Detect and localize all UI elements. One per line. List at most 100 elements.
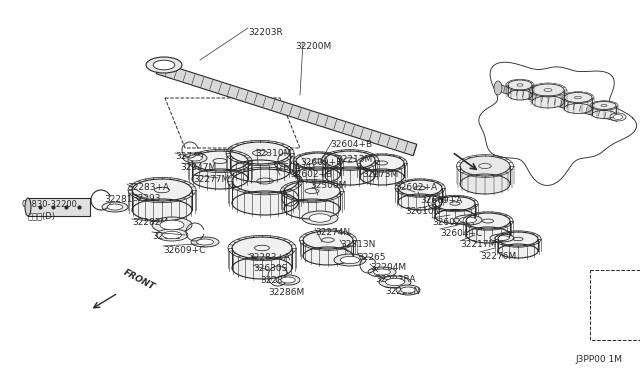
Ellipse shape — [132, 199, 192, 221]
Ellipse shape — [592, 110, 616, 119]
Ellipse shape — [325, 167, 375, 185]
Polygon shape — [303, 240, 353, 256]
Ellipse shape — [435, 209, 475, 224]
Text: 00830-32200: 00830-32200 — [22, 200, 78, 209]
Polygon shape — [192, 161, 248, 179]
Text: 32310M: 32310M — [255, 149, 291, 158]
Ellipse shape — [25, 198, 31, 216]
Polygon shape — [28, 198, 90, 216]
Polygon shape — [230, 153, 290, 171]
Ellipse shape — [498, 232, 538, 246]
Ellipse shape — [284, 199, 340, 219]
Text: 32281: 32281 — [104, 195, 132, 204]
Ellipse shape — [360, 155, 404, 171]
Ellipse shape — [435, 196, 475, 211]
Ellipse shape — [460, 217, 476, 223]
Polygon shape — [156, 62, 417, 156]
Ellipse shape — [374, 269, 390, 275]
Ellipse shape — [192, 151, 248, 171]
Ellipse shape — [508, 90, 532, 100]
Text: J3PP00 1M: J3PP00 1M — [575, 355, 622, 364]
Text: 32609+C: 32609+C — [163, 246, 205, 255]
Ellipse shape — [398, 180, 442, 196]
Ellipse shape — [102, 202, 128, 212]
Text: 32217M: 32217M — [460, 240, 496, 249]
Ellipse shape — [230, 160, 290, 182]
Ellipse shape — [232, 237, 292, 259]
Ellipse shape — [160, 220, 184, 230]
Text: 32204M: 32204M — [370, 263, 406, 272]
Ellipse shape — [163, 231, 182, 238]
Text: 32282M: 32282M — [132, 218, 168, 227]
Ellipse shape — [188, 155, 202, 161]
Text: 32283+A: 32283+A — [127, 183, 169, 192]
Text: 32300M: 32300M — [310, 181, 346, 190]
Polygon shape — [592, 106, 616, 115]
Ellipse shape — [368, 267, 396, 277]
Ellipse shape — [191, 237, 219, 247]
Polygon shape — [466, 221, 510, 235]
Text: 32277M: 32277M — [193, 175, 229, 184]
Polygon shape — [296, 161, 340, 175]
Ellipse shape — [360, 169, 404, 185]
Ellipse shape — [303, 247, 353, 265]
Text: 32293: 32293 — [132, 194, 161, 203]
Text: 32273M: 32273M — [362, 170, 398, 179]
Text: 32604+C: 32604+C — [440, 229, 483, 238]
Ellipse shape — [232, 257, 292, 279]
Polygon shape — [508, 85, 532, 95]
Ellipse shape — [385, 278, 404, 286]
Polygon shape — [435, 203, 475, 217]
Ellipse shape — [230, 142, 290, 164]
Ellipse shape — [152, 217, 192, 233]
Ellipse shape — [401, 287, 415, 293]
Text: 32609+B: 32609+B — [300, 158, 342, 167]
Ellipse shape — [156, 229, 188, 241]
Polygon shape — [497, 84, 619, 121]
Polygon shape — [532, 90, 564, 102]
Text: 32200M: 32200M — [295, 42, 332, 51]
Text: 32283: 32283 — [260, 276, 289, 285]
Ellipse shape — [153, 60, 175, 70]
Ellipse shape — [296, 153, 340, 169]
Ellipse shape — [466, 227, 510, 243]
Ellipse shape — [302, 211, 338, 225]
Text: 32604+D: 32604+D — [272, 163, 315, 172]
Polygon shape — [398, 188, 442, 202]
Text: 32347M: 32347M — [180, 163, 216, 172]
Ellipse shape — [334, 254, 366, 266]
Ellipse shape — [592, 102, 616, 109]
Text: 32274N: 32274N — [315, 228, 350, 237]
Ellipse shape — [564, 93, 592, 103]
Ellipse shape — [340, 256, 360, 264]
Ellipse shape — [325, 151, 375, 169]
Ellipse shape — [613, 115, 623, 119]
Text: 32203RA: 32203RA — [375, 275, 415, 284]
Polygon shape — [460, 166, 510, 184]
Polygon shape — [325, 160, 375, 176]
Text: 32604+B: 32604+B — [330, 140, 372, 149]
Text: 32602+A: 32602+A — [432, 218, 474, 227]
Ellipse shape — [196, 239, 213, 245]
Polygon shape — [498, 239, 538, 251]
Text: リング(D): リング(D) — [28, 211, 56, 220]
Ellipse shape — [146, 57, 182, 73]
Polygon shape — [564, 97, 592, 109]
Ellipse shape — [610, 113, 626, 121]
Text: 32203R: 32203R — [248, 28, 283, 37]
Ellipse shape — [490, 234, 514, 242]
Text: 32602+A: 32602+A — [395, 183, 437, 192]
Text: 32740: 32740 — [175, 152, 204, 161]
Text: 32225N: 32225N — [385, 287, 420, 296]
Ellipse shape — [398, 194, 442, 210]
Ellipse shape — [309, 214, 331, 222]
Text: 32265: 32265 — [357, 253, 385, 262]
Ellipse shape — [396, 285, 420, 295]
Ellipse shape — [508, 80, 532, 90]
Ellipse shape — [303, 231, 353, 249]
Polygon shape — [232, 181, 298, 203]
Text: 32602+B: 32602+B — [290, 170, 332, 179]
Ellipse shape — [564, 103, 592, 113]
Ellipse shape — [192, 169, 248, 189]
Text: 32283+A: 32283+A — [248, 253, 290, 262]
